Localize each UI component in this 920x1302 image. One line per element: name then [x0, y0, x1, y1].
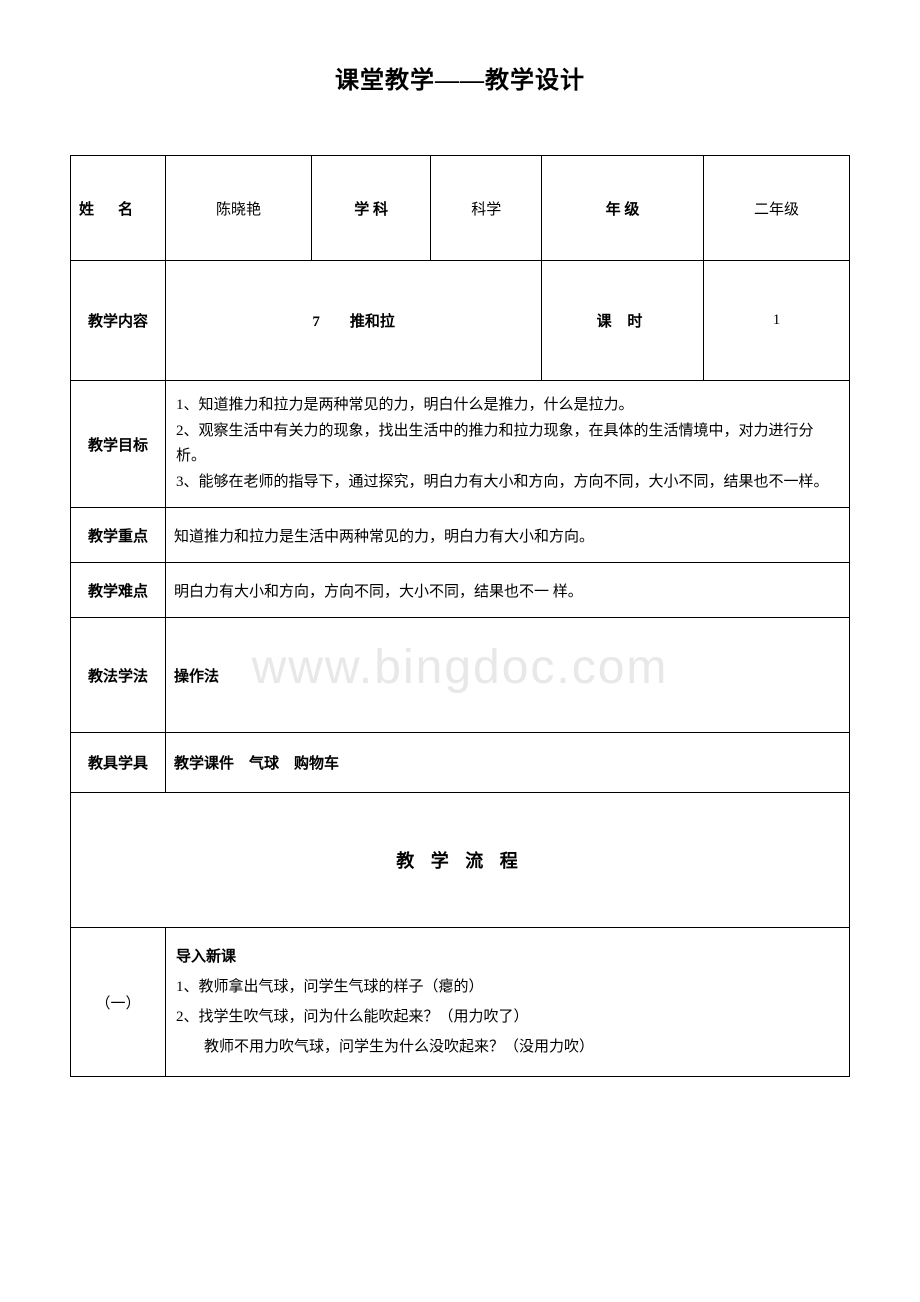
difficulty-label: 教学难点	[71, 563, 166, 618]
subject-value: 科学	[431, 156, 542, 261]
objective-line: 2、观察生活中有关力的现象，找出生活中的推力和拉力现象，在具体的生活情境中，对力…	[176, 419, 839, 470]
grade-value: 二年级	[703, 156, 849, 261]
table-row: 教 学 流 程	[71, 793, 850, 928]
section-number: （一）	[71, 928, 166, 1077]
table-row: 教具学具 教学课件 气球 购物车	[71, 733, 850, 793]
keypoint-value: 知道推力和拉力是生活中两种常见的力，明白力有大小和方向。	[166, 508, 850, 563]
keypoint-label: 教学重点	[71, 508, 166, 563]
table-row: 教学内容 7 推和拉 课 时 1	[71, 261, 850, 381]
table-row: （一） 导入新课 1、教师拿出气球，问学生气球的样子（瘪的） 2、找学生吹气球，…	[71, 928, 850, 1077]
objective-line: 1、知道推力和拉力是两种常见的力，明白什么是推力，什么是拉力。	[176, 393, 839, 419]
period-label: 课 时	[542, 261, 704, 381]
tool-value: 教学课件 气球 购物车	[166, 733, 850, 793]
subject-label: 学 科	[311, 156, 431, 261]
method-value: 操作法	[166, 618, 850, 733]
section-title: 导入新课	[176, 942, 839, 972]
name-label: 姓名	[71, 156, 166, 261]
flow-header: 教 学 流 程	[71, 793, 850, 928]
section-line: 2、找学生吹气球，问为什么能吹起来？（用力吹了）	[176, 1002, 839, 1032]
table-row: 姓名 陈晓艳 学 科 科学 年 级 二年级	[71, 156, 850, 261]
difficulty-value: 明白力有大小和方向，方向不同，大小不同，结果也不一 样。	[166, 563, 850, 618]
page-title: 课堂教学——教学设计	[70, 60, 850, 95]
objective-value: 1、知道推力和拉力是两种常见的力，明白什么是推力，什么是拉力。 2、观察生活中有…	[166, 381, 850, 508]
table-row: 教学难点 明白力有大小和方向，方向不同，大小不同，结果也不一 样。	[71, 563, 850, 618]
lesson-plan-table: 姓名 陈晓艳 学 科 科学 年 级 二年级 教学内容 7 推和拉 课 时 1 教…	[70, 155, 850, 1077]
name-value: 陈晓艳	[166, 156, 312, 261]
grade-label: 年 级	[542, 156, 704, 261]
tool-label: 教具学具	[71, 733, 166, 793]
table-row: 教法学法 操作法	[71, 618, 850, 733]
content-value: 7 推和拉	[166, 261, 542, 381]
objective-label: 教学目标	[71, 381, 166, 508]
period-value: 1	[703, 261, 849, 381]
section-line: 教师不用力吹气球，问学生为什么没吹起来？（没用力吹）	[176, 1032, 839, 1062]
section-content: 导入新课 1、教师拿出气球，问学生气球的样子（瘪的） 2、找学生吹气球，问为什么…	[166, 928, 850, 1077]
method-label: 教法学法	[71, 618, 166, 733]
table-row: 教学重点 知道推力和拉力是生活中两种常见的力，明白力有大小和方向。	[71, 508, 850, 563]
content-label: 教学内容	[71, 261, 166, 381]
table-row: 教学目标 1、知道推力和拉力是两种常见的力，明白什么是推力，什么是拉力。 2、观…	[71, 381, 850, 508]
section-line: 1、教师拿出气球，问学生气球的样子（瘪的）	[176, 972, 839, 1002]
objective-line: 3、能够在老师的指导下，通过探究，明白力有大小和方向，方向不同，大小不同，结果也…	[176, 470, 839, 496]
